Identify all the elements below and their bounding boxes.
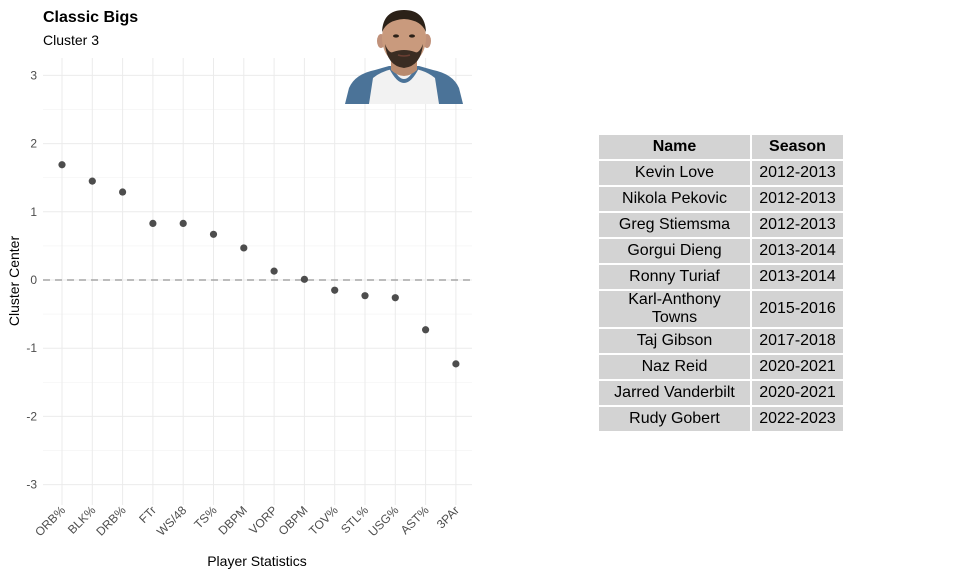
player-name: Taj Gibson [599,329,750,353]
table-row: Taj Gibson 2017-2018 [599,329,843,353]
grid-lines [43,58,472,505]
data-point [270,267,278,275]
data-point [119,188,127,196]
table-row: Rudy Gobert 2022-2023 [599,407,843,431]
table-row: Jarred Vanderbilt 2020-2021 [599,381,843,405]
x-tick-label: DRB% [93,503,129,539]
data-point [149,219,157,227]
data-point [422,326,430,334]
data-point [179,219,187,227]
chart-subtitle: Cluster 3 [43,32,99,48]
y-tick-label: 0 [30,273,37,287]
x-tick-label: WS/48 [154,503,190,539]
x-tick-label: FTr [136,503,159,526]
table-row: Ronny Turiaf 2013-2014 [599,265,843,289]
player-season: 2012-2013 [752,187,843,211]
y-tick-label: -3 [26,478,37,492]
x-tick-label: VORP [246,503,280,537]
data-point [58,161,66,169]
y-tick-label: -1 [26,341,37,355]
x-tick-label: 3PAr [434,503,462,531]
column-header-name: Name [599,135,750,159]
x-tick-label: AST% [398,503,432,537]
table-row: Kevin Love 2012-2013 [599,161,843,185]
player-season: 2013-2014 [752,239,843,263]
player-season: 2013-2014 [752,265,843,289]
data-point [88,177,96,185]
table-row: Naz Reid 2020-2021 [599,355,843,379]
y-axis-ticks: 3 2 1 0 -1 -2 -3 [26,68,37,491]
player-name: Rudy Gobert [599,407,750,431]
x-tick-label: USG% [366,503,402,539]
data-point [452,360,460,368]
data-point [361,292,369,300]
player-name: Gorgui Dieng [599,239,750,263]
player-name: Jarred Vanderbilt [599,381,750,405]
player-name: Kevin Love [599,161,750,185]
x-tick-label: DBPM [216,503,250,537]
player-name: Karl-Anthony Towns [599,291,750,327]
data-point [240,244,248,252]
player-season: 2020-2021 [752,355,843,379]
player-season: 2012-2013 [752,213,843,237]
x-tick-label: OBPM [276,503,311,538]
player-headshot-icon [345,8,463,104]
table-row: Karl-Anthony Towns 2015-2016 [599,291,843,327]
data-point [209,230,218,238]
table-header-row: Name Season [599,135,843,159]
player-name: Nikola Pekovic [599,187,750,211]
x-axis-title: Player Statistics [207,553,307,569]
y-tick-label: 2 [30,137,37,151]
player-name: Naz Reid [599,355,750,379]
player-name: Ronny Turiaf [599,265,750,289]
data-point [331,286,339,294]
x-tick-label: BLK% [65,503,99,537]
table-row: Nikola Pekovic 2012-2013 [599,187,843,211]
table-row: Gorgui Dieng 2013-2014 [599,239,843,263]
player-season: 2012-2013 [752,161,843,185]
data-point [391,294,399,302]
y-tick-label: -2 [26,409,37,423]
x-tick-label: TOV% [306,503,341,538]
data-point [300,275,308,283]
players-table: Name Season Kevin Love 2012-2013 Nikola P… [597,133,845,433]
data-points [58,161,460,368]
column-header-season: Season [752,135,843,159]
player-season: 2020-2021 [752,381,843,405]
y-tick-label: 3 [30,68,37,82]
y-axis-title: Cluster Center [6,236,22,327]
player-season: 2022-2023 [752,407,843,431]
y-tick-label: 1 [30,205,37,219]
player-season: 2017-2018 [752,329,843,353]
table-row: Greg Stiemsma 2012-2013 [599,213,843,237]
player-season: 2015-2016 [752,291,843,327]
player-name: Greg Stiemsma [599,213,750,237]
chart-title: Classic Bigs [43,9,138,26]
x-tick-label: ORB% [32,503,68,539]
